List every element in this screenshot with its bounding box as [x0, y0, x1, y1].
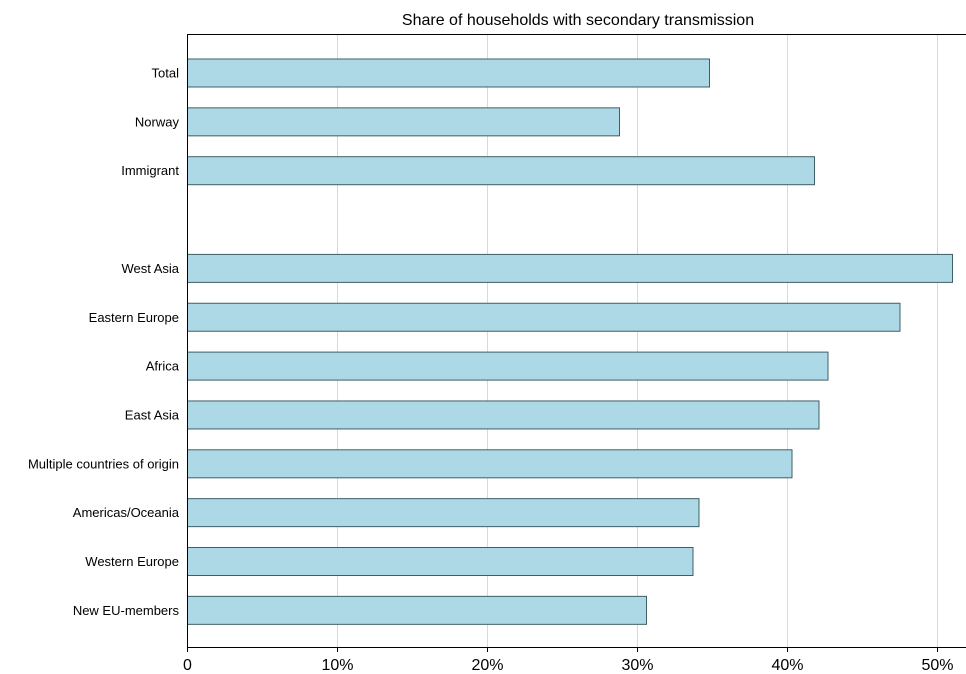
category-label: East Asia [125, 407, 180, 422]
category-label: Western Europe [85, 554, 179, 569]
category-label: Multiple countries of origin [28, 456, 179, 471]
category-label: Eastern Europe [89, 310, 179, 325]
x-tick-label: 50% [921, 657, 953, 674]
bar [187, 595, 647, 625]
bar [187, 498, 700, 528]
bar [187, 351, 829, 381]
bar [187, 302, 901, 332]
bar [187, 107, 620, 137]
chart-title: Share of households with secondary trans… [402, 12, 754, 29]
category-label: Africa [146, 359, 180, 374]
bars [187, 58, 953, 625]
x-axis-ticks: 0 10% 20% 30% 40% 50% [183, 647, 954, 674]
grid-lines [337, 35, 938, 647]
bar [187, 156, 815, 186]
category-label: West Asia [121, 261, 179, 276]
category-label: Norway [135, 114, 180, 129]
category-label: Total [152, 66, 180, 81]
x-tick-label: 20% [471, 657, 503, 674]
bar [187, 400, 820, 430]
bar [187, 547, 694, 576]
category-label: New EU-members [73, 603, 180, 618]
category-label: Americas/Oceania [73, 505, 180, 520]
bar [187, 449, 793, 479]
x-tick-label: 30% [621, 657, 653, 674]
category-label: Immigrant [121, 163, 179, 178]
category-labels: Total Norway Immigrant West Asia Eastern Eur… [28, 66, 180, 618]
bar [187, 58, 710, 88]
x-tick-label: 10% [321, 657, 353, 674]
x-tick-label: 40% [771, 657, 803, 674]
x-tick-label: 0 [183, 657, 192, 674]
bar [187, 253, 953, 283]
